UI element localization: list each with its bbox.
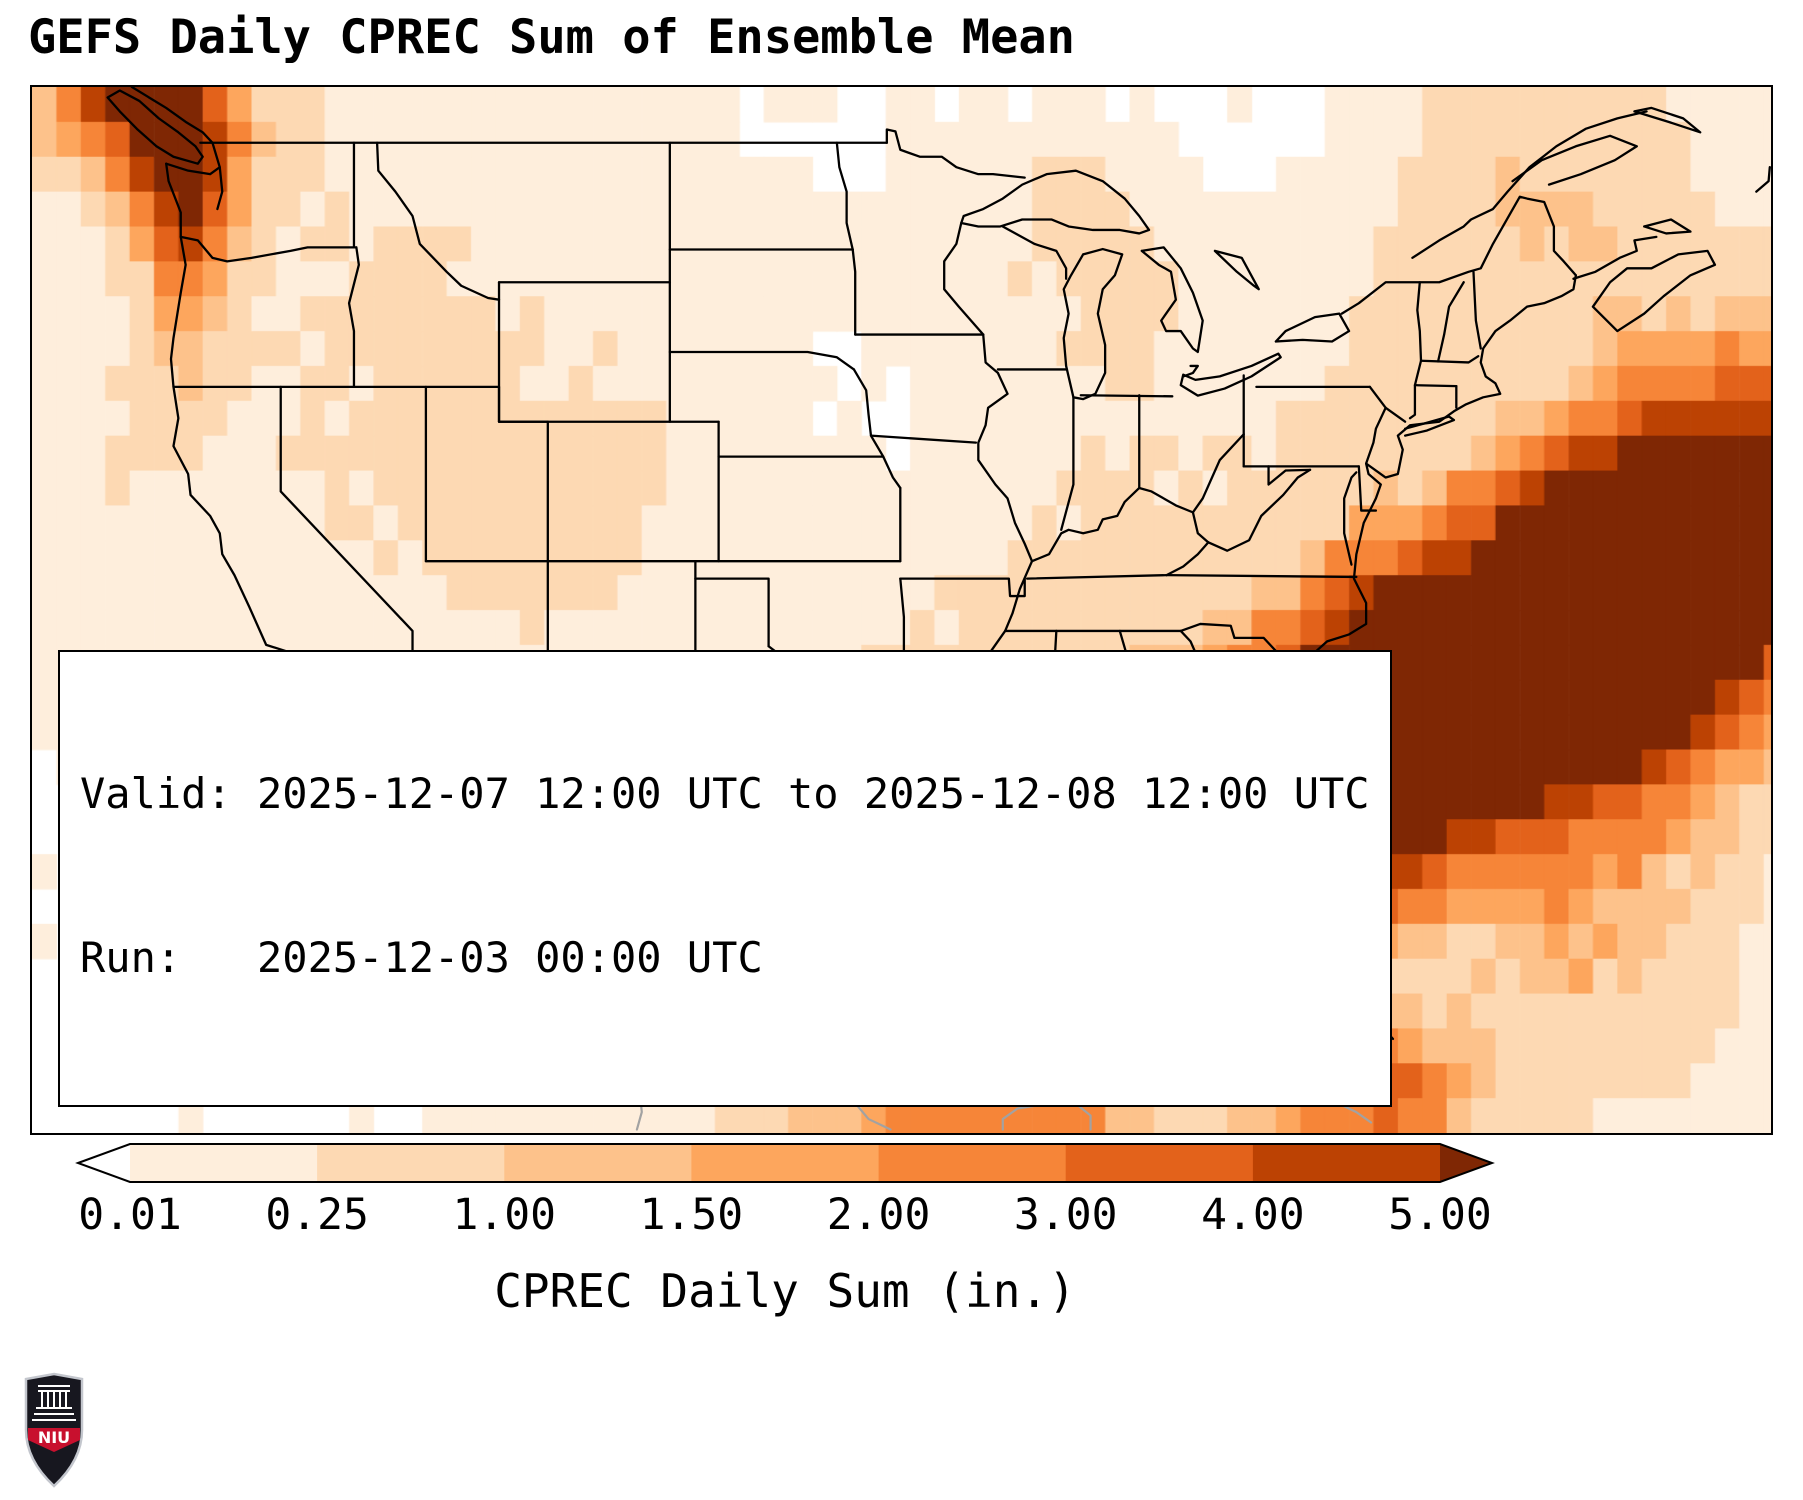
colorbar-outline (75, 1143, 1495, 1183)
colorbar-segment (1065, 1144, 1254, 1182)
colorbar-tick-label: 1.50 (639, 1190, 744, 1240)
colorbar-tick-label: 5.00 (1388, 1190, 1492, 1240)
map-frame: Valid: 2025-12-07 12:00 UTC to 2025-12-0… (30, 85, 1773, 1135)
colorbar: 0.01 0.25 1.00 1.50 2.00 3.00 4.00 5.00 CPREC D… (30, 1142, 1773, 1382)
colorbar-bar (75, 1143, 1495, 1183)
colorbar-tick-label: 1.00 (452, 1190, 557, 1240)
page-title: GEFS Daily CPREC Sum of Ensemble Mean (28, 10, 1075, 65)
colorbar-label: CPREC Daily Sum (in.) (494, 1264, 1076, 1318)
colorbar-segment (504, 1144, 692, 1182)
niu-band (28, 1428, 80, 1452)
colorbar-tick-label: 0.25 (265, 1190, 369, 1240)
colorbar-under-arrow (78, 1144, 130, 1182)
colorbar-segment (130, 1144, 318, 1182)
niu-logo-shield: NIU (24, 1372, 84, 1488)
run-time-text: Run: 2025-12-03 00:00 UTC (80, 933, 763, 983)
valid-time-text: Valid: 2025-12-07 12:00 UTC to 2025-12-0… (80, 769, 1370, 819)
colorbar-over-arrow (1440, 1144, 1492, 1182)
info-box: Valid: 2025-12-07 12:00 UTC to 2025-12-0… (58, 650, 1392, 1107)
colorbar-segment (691, 1144, 880, 1182)
colorbar-segment (878, 1144, 1067, 1182)
colorbar-tick-label: 3.00 (1013, 1190, 1118, 1240)
castle-icon (32, 1385, 76, 1421)
colorbar-segment (1252, 1144, 1441, 1182)
colorbar-tick-label: 4.00 (1201, 1190, 1305, 1240)
colorbar-tick-label: 2.00 (826, 1190, 931, 1240)
niu-logo: NIU (22, 1372, 86, 1494)
colorbar-tick-label: 0.01 (78, 1190, 182, 1240)
niu-logo-text: NIU (38, 1428, 70, 1447)
colorbar-segment (317, 1144, 505, 1182)
